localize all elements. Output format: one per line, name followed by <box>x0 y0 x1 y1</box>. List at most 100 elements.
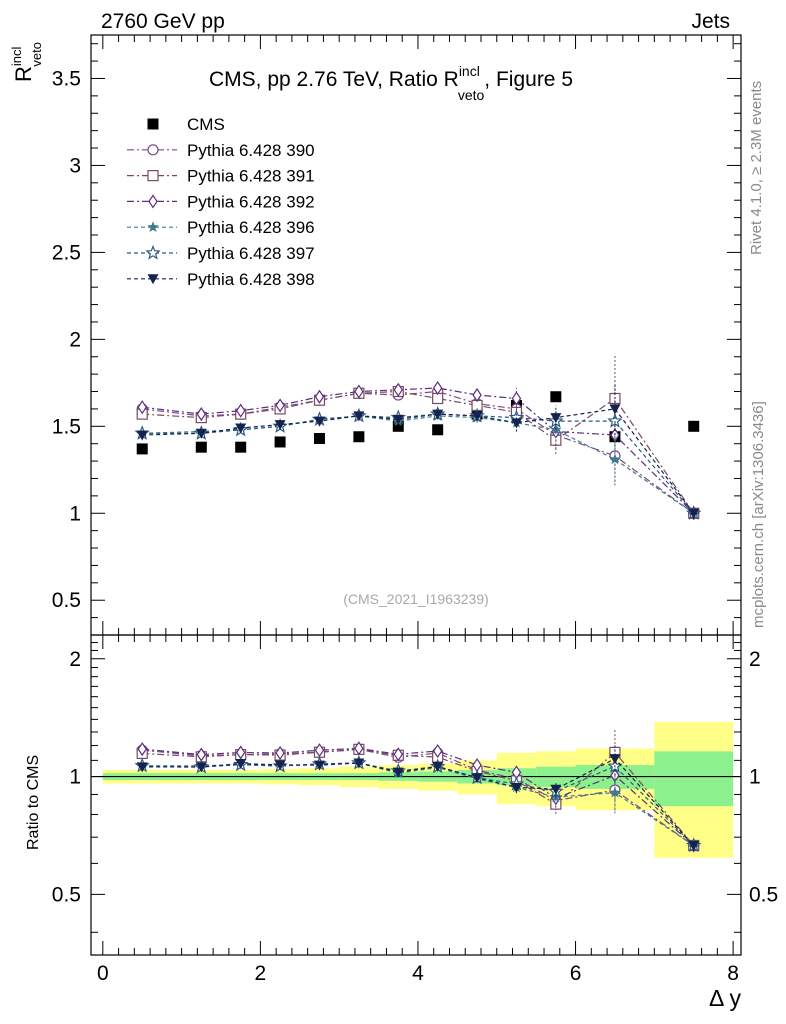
ratio-y-tick-label: 2 <box>69 648 81 671</box>
ratio-point <box>432 743 443 759</box>
ratio-point <box>609 786 621 798</box>
mc-point <box>432 380 443 396</box>
main-plot-area <box>134 355 702 521</box>
ratio-point <box>393 747 403 762</box>
mc-point <box>275 398 285 413</box>
ratio-y-tick-label: 0.5 <box>52 883 81 906</box>
data-point <box>136 443 148 455</box>
rivet-label: Rivet 4.1.0, ≥ 2.3M events <box>748 81 765 255</box>
legend-marker <box>147 170 159 182</box>
ratio-frame <box>90 634 742 956</box>
mc-point <box>235 423 247 434</box>
mc-point <box>472 387 482 403</box>
y-axis-label-sup: incl <box>9 46 24 66</box>
ratio-axes: 0 2 4 6 8 0.5 0.5 1 1 2 2 <box>52 634 778 985</box>
ratio-point <box>471 773 483 784</box>
ratio-y-tick-label-right: 2 <box>749 648 761 671</box>
ratio-point <box>353 758 365 769</box>
mc-point <box>196 407 207 422</box>
mc-point <box>393 382 403 397</box>
y-tick-label: 1.5 <box>52 415 81 438</box>
legend-label: Pythia 6.428 396 <box>187 218 315 237</box>
data-point <box>274 436 286 448</box>
ratio-y-tick-label: 1 <box>69 766 81 789</box>
mc-point <box>609 453 621 465</box>
ratio-point <box>354 741 364 756</box>
mc-point <box>471 411 483 422</box>
mc-point <box>392 414 404 425</box>
y-tick-label: 3.5 <box>52 67 81 90</box>
series-line <box>142 415 695 514</box>
x-tick-label: 2 <box>255 962 267 985</box>
data-point <box>550 391 562 403</box>
ratio-y-axis-label: Ratio to CMS <box>25 755 42 850</box>
legend-marker <box>147 144 159 156</box>
x-tick-label: 4 <box>412 962 424 985</box>
data-point <box>688 420 700 432</box>
ratio-point <box>510 782 522 793</box>
data-point <box>392 420 404 432</box>
ratio-point <box>136 762 148 773</box>
ratio-point <box>392 767 404 778</box>
energy-label: 2760 GeV pp <box>101 10 225 33</box>
mc-point <box>607 412 623 428</box>
legend-label: Pythia 6.428 398 <box>187 270 315 289</box>
mc-point <box>688 508 700 519</box>
ratio-point <box>432 762 444 773</box>
ratio-point <box>550 784 562 795</box>
mc-point <box>511 391 522 406</box>
ratio-plot-area <box>91 721 741 858</box>
ratio-point <box>313 760 325 771</box>
plot-title-sub: veto <box>458 87 485 103</box>
legend-label: Pythia 6.428 391 <box>187 167 315 186</box>
ratio-point <box>235 759 247 770</box>
mc-point <box>313 416 325 427</box>
legend-label: Pythia 6.428 392 <box>187 192 315 211</box>
x-tick-label: 0 <box>97 962 109 985</box>
y-axis-label-main: R <box>11 66 36 82</box>
mc-point <box>137 400 147 415</box>
ratio-point <box>195 762 207 773</box>
plot-title-tail: , Figure 5 <box>484 68 573 91</box>
y-axis-label-sub: veto <box>29 42 44 67</box>
x-axis-label: Δ y <box>709 985 741 1011</box>
mc-point <box>354 384 364 399</box>
y-tick-label: 2 <box>69 328 81 351</box>
mcplots-label: mcplots.cern.ch [arXiv:1306.3436] <box>750 401 767 628</box>
ratio-y-tick-label-right: 0.5 <box>749 883 778 906</box>
mc-point <box>510 418 522 429</box>
plot-title-main: CMS, pp 2.76 TeV, Ratio R <box>209 68 459 91</box>
legend-label: Pythia 6.428 390 <box>187 141 315 160</box>
x-tick-label: 8 <box>727 962 739 985</box>
legend-marker <box>147 274 159 285</box>
main-axes: 0.5 1 1.5 2 2.5 3 3.5 <box>52 35 741 636</box>
series-line <box>142 413 695 514</box>
data-point <box>195 441 207 453</box>
y-tick-label: 1 <box>69 502 81 525</box>
ratio-point <box>688 840 700 851</box>
plot-title: CMS, pp 2.76 TeV, Ratio Rincl veto, Figur… <box>209 63 573 103</box>
ratio-point <box>137 742 147 757</box>
mc-point <box>353 411 365 422</box>
mc-point <box>235 403 246 418</box>
legend-marker <box>147 221 159 233</box>
y-axis-label: Rincl veto <box>9 42 44 82</box>
legend-marker <box>145 244 161 260</box>
ratio-y-tick-label-right: 1 <box>749 766 761 789</box>
legend-label: CMS <box>187 115 225 134</box>
mc-point <box>136 430 148 441</box>
legend-marker <box>147 118 159 130</box>
mc-point <box>314 389 325 404</box>
data-point <box>235 441 247 453</box>
legend-label: Pythia 6.428 397 <box>187 244 315 263</box>
x-tick-label: 6 <box>570 962 582 985</box>
mc-point <box>609 404 621 415</box>
data-point <box>313 432 325 444</box>
y-tick-label: 0.5 <box>52 589 81 612</box>
mc-point <box>274 420 286 431</box>
y-tick-label: 2.5 <box>52 241 81 264</box>
data-point <box>353 431 365 443</box>
y-tick-label: 3 <box>69 154 81 177</box>
ratio-panel: 0 2 4 6 8 0.5 0.5 1 1 2 2 Ratio to CMS <box>25 634 778 985</box>
